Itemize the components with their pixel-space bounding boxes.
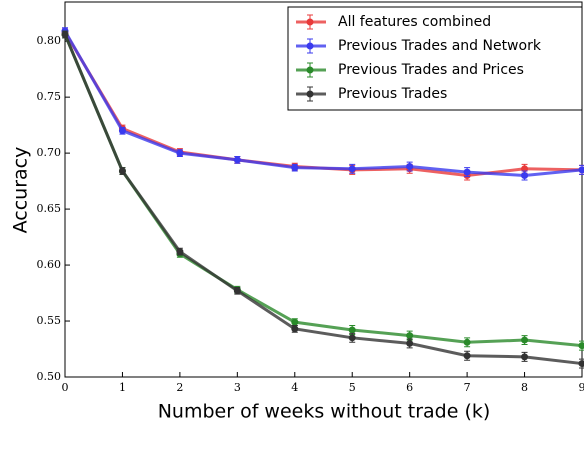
- y-tick-label: 0.70: [37, 146, 62, 159]
- point: [234, 287, 241, 294]
- point: [291, 164, 298, 171]
- point: [176, 150, 183, 157]
- y-tick-label: 0.50: [37, 370, 62, 383]
- y-tick-label: 0.55: [37, 314, 62, 327]
- y-tick-label: 0.65: [37, 202, 62, 215]
- legend-marker: [307, 43, 314, 50]
- legend-label: All features combined: [338, 14, 491, 30]
- x-tick-label: 5: [349, 381, 356, 394]
- legend-label: Previous Trades and Network: [338, 38, 542, 54]
- point: [521, 172, 528, 179]
- point: [406, 340, 413, 347]
- point: [406, 332, 413, 339]
- point: [521, 353, 528, 360]
- x-tick-label: 0: [62, 381, 69, 394]
- point: [349, 165, 356, 172]
- legend-label: Previous Trades: [338, 86, 447, 102]
- point: [291, 325, 298, 332]
- x-tick-label: 4: [291, 381, 298, 394]
- x-tick-label: 8: [521, 381, 528, 394]
- x-tick-label: 3: [234, 381, 241, 394]
- point: [291, 319, 298, 326]
- legend-marker: [307, 91, 314, 98]
- point: [234, 156, 241, 163]
- point: [464, 339, 471, 346]
- point: [579, 360, 584, 367]
- point: [464, 352, 471, 359]
- y-axis-label: Accuracy: [10, 147, 32, 234]
- y-tick-label: 0.75: [37, 90, 62, 103]
- x-tick-label: 7: [464, 381, 471, 394]
- point: [521, 337, 528, 344]
- point: [406, 163, 413, 170]
- x-tick-label: 6: [406, 381, 413, 394]
- y-tick-label: 0.80: [37, 34, 62, 47]
- legend-label: Previous Trades and Prices: [338, 62, 524, 78]
- point: [119, 168, 126, 175]
- point: [464, 169, 471, 176]
- point: [349, 326, 356, 333]
- legend-marker: [307, 19, 314, 26]
- point: [119, 127, 126, 134]
- point: [579, 166, 584, 173]
- point: [176, 248, 183, 255]
- y-tick-label: 0.60: [37, 258, 62, 271]
- x-tick-label: 2: [176, 381, 183, 394]
- x-tick-label: 1: [119, 381, 126, 394]
- point: [349, 334, 356, 341]
- legend-marker: [307, 67, 314, 74]
- point: [579, 342, 584, 349]
- x-axis-label: Number of weeks without trade (k): [158, 401, 491, 423]
- x-tick-label: 9: [579, 381, 584, 394]
- point: [62, 31, 69, 38]
